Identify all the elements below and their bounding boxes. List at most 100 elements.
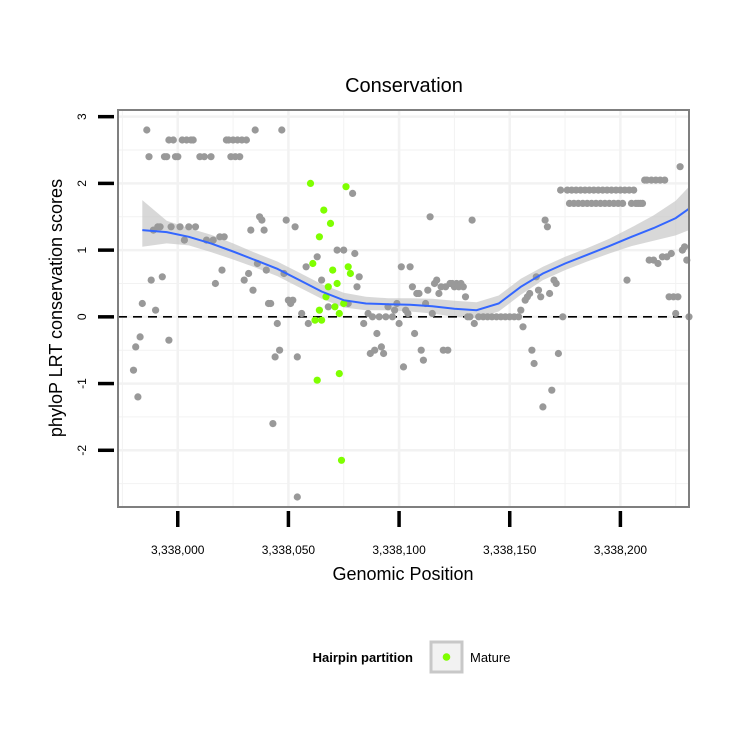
legend-marker-mature — [442, 653, 451, 661]
points-other — [129, 126, 693, 501]
data-point-other — [426, 213, 434, 221]
data-point-other — [351, 249, 359, 258]
data-point-other — [559, 313, 567, 321]
data-point-other — [340, 246, 348, 254]
smooth-line — [142, 207, 690, 312]
data-point-mature — [313, 376, 321, 384]
data-point-other — [273, 319, 281, 328]
data-point-other — [517, 306, 525, 314]
data-point-other — [236, 153, 244, 161]
data-point-other — [661, 176, 669, 184]
chart-title: Conservation — [345, 75, 463, 97]
data-point-other — [209, 236, 217, 244]
data-point-mature — [320, 206, 328, 214]
data-point-other — [406, 263, 414, 271]
data-point-other — [318, 276, 326, 284]
y-tick-label: 0 — [75, 313, 89, 320]
y-tick-label: -1 — [75, 378, 89, 389]
data-point-other — [470, 319, 478, 328]
legend: Hairpin partition Mature — [313, 640, 510, 674]
smooth-curve — [142, 207, 690, 312]
data-point-other — [262, 266, 270, 274]
data-point-other — [302, 263, 310, 271]
data-point-other — [291, 223, 299, 231]
data-point-other — [258, 216, 266, 224]
data-point-mature — [335, 370, 343, 378]
data-point-other — [543, 223, 552, 231]
data-point-other — [459, 283, 467, 291]
data-point-other — [167, 223, 175, 231]
data-point-other — [380, 349, 388, 358]
data-point-mature — [315, 233, 323, 241]
data-point-other — [681, 243, 689, 251]
data-point-other — [433, 276, 441, 284]
data-point-other — [377, 343, 385, 351]
data-point-other — [444, 346, 452, 354]
data-point-other — [324, 303, 332, 311]
data-point-other — [466, 313, 474, 321]
data-point-other — [289, 296, 297, 304]
data-point-other — [260, 226, 268, 234]
data-point-other — [408, 283, 416, 291]
data-point-other — [218, 266, 226, 274]
panel-border — [117, 109, 690, 508]
data-point-other — [134, 393, 142, 401]
data-point-other — [242, 136, 250, 144]
data-point-other — [298, 309, 306, 318]
data-point-other — [152, 306, 160, 314]
data-point-other — [240, 276, 248, 284]
data-point-other — [138, 299, 146, 308]
confidence-band-area — [142, 186, 690, 319]
x-tick-label: 3,338,050 — [262, 543, 316, 557]
data-point-other — [397, 263, 405, 271]
data-point-mature — [340, 299, 348, 308]
data-point-other — [411, 329, 419, 338]
data-point-other — [360, 319, 368, 328]
data-point-other — [391, 306, 399, 314]
data-point-other — [375, 313, 383, 321]
data-point-other — [674, 293, 682, 301]
data-point-other — [180, 236, 188, 244]
y-tick-label: 1 — [75, 246, 89, 253]
y-tick-label: 3 — [75, 113, 89, 120]
data-point-other — [211, 279, 219, 288]
data-point-other — [537, 293, 545, 301]
data-point-other — [368, 313, 377, 321]
data-point-other — [382, 313, 390, 321]
data-point-other — [129, 366, 138, 374]
data-point-other — [417, 346, 425, 354]
data-point-other — [293, 493, 301, 501]
x-tick-label: 3,338,100 — [372, 543, 426, 557]
data-point-mature — [335, 309, 343, 318]
data-point-mature — [344, 263, 352, 271]
data-point-other — [404, 309, 412, 318]
data-point-other — [169, 136, 177, 144]
data-point-other — [526, 289, 534, 298]
y-tick-label: -2 — [75, 445, 89, 456]
data-point-other — [541, 216, 549, 224]
data-point-mature — [333, 279, 341, 288]
data-point-other — [136, 333, 144, 341]
data-point-mature — [337, 456, 346, 464]
data-point-other — [395, 319, 403, 328]
data-point-other — [435, 289, 443, 298]
y-axis-title: phyloP LRT conservation scores — [46, 179, 66, 437]
x-axis-title: Genomic Position — [332, 564, 473, 584]
data-point-other — [546, 289, 554, 298]
data-point-other — [267, 299, 275, 308]
data-point-other — [145, 153, 153, 161]
data-point-other — [349, 189, 357, 197]
data-point-other — [163, 153, 171, 161]
data-point-other — [638, 199, 647, 207]
data-point-other — [271, 353, 279, 361]
x-tick-label: 3,338,000 — [151, 543, 205, 557]
legend-title: Hairpin partition — [313, 650, 413, 665]
data-point-mature — [331, 303, 339, 311]
data-point-other — [557, 186, 565, 194]
data-point-other — [282, 216, 290, 224]
data-point-other — [189, 136, 197, 144]
data-point-other — [468, 216, 476, 224]
data-point-mature — [329, 266, 337, 274]
data-point-other — [672, 309, 680, 318]
data-point-other — [132, 343, 140, 351]
